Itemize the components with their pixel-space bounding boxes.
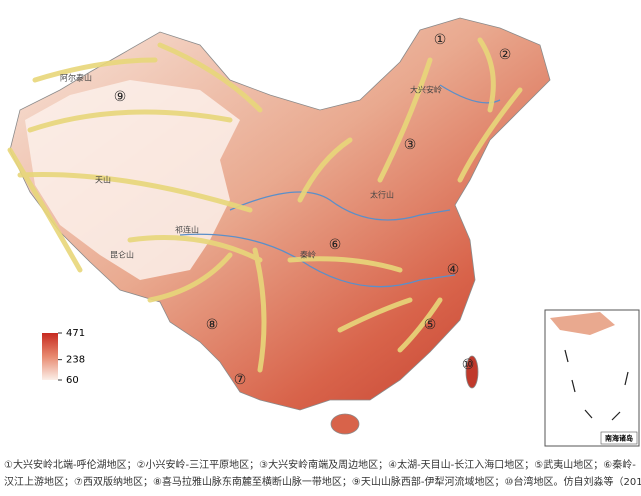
belt (17, 171, 253, 213)
legend-tick-label: 238 (66, 355, 85, 366)
belt (397, 297, 443, 353)
zone-label: ⑧ (206, 317, 219, 333)
mountain-label: 阿尔泰山 (60, 73, 92, 83)
zone-label: ⑩ (462, 357, 475, 373)
zone-label: ③ (404, 137, 417, 153)
legend: 471 238 60 (42, 328, 85, 386)
belt (127, 235, 263, 263)
belt (457, 87, 523, 183)
belt (337, 297, 413, 333)
dash-line (564, 349, 629, 421)
mountain-label: 大兴安岭 (410, 85, 442, 95)
caption: 汉江上游地区；⑦西双版纳地区；⑧喜马拉雅山脉东南麓至横断山脉一带地区；⑨天山山脉… (4, 475, 641, 488)
taiwan (465, 355, 479, 389)
legend-tick-label: 60 (66, 375, 79, 386)
belt (147, 252, 233, 303)
belt (157, 42, 263, 113)
belt (297, 137, 353, 203)
zone-label: ④ (447, 262, 460, 278)
mountain-label: 祁连山 (175, 225, 199, 235)
mountain-label: 天山 (95, 175, 111, 185)
inset-coast (550, 312, 615, 335)
belt (377, 57, 433, 183)
zone-label: ⑦ (234, 372, 247, 388)
river (439, 84, 501, 104)
belt (27, 109, 233, 133)
mountain-label: 昆仑山 (110, 250, 134, 260)
belt (477, 37, 496, 113)
caption: ①大兴安岭北端-呼伦湖地区；②小兴安岭-三江平原地区；③大兴安岭南端及周边地区；… (4, 458, 636, 471)
belt (287, 256, 403, 273)
river (229, 191, 451, 221)
belt (252, 247, 267, 373)
legend-tick-label: 471 (66, 328, 85, 339)
zone-label: ⑥ (329, 237, 342, 253)
mountain-belts (7, 37, 523, 373)
china-map (7, 17, 551, 435)
legend-bar (42, 333, 58, 380)
mountain-label: 太行山 (370, 190, 394, 200)
inset-label: 南海诸岛 (605, 434, 633, 443)
zone-label: ① (434, 32, 447, 48)
hainan (330, 413, 360, 435)
mountain-label: 秦岭 (300, 250, 316, 260)
south-china-sea-inset: 南海诸岛 (544, 309, 640, 447)
belt (32, 57, 158, 83)
belt (7, 147, 83, 273)
inset-label-box (600, 431, 638, 445)
zone-label: ⑨ (114, 89, 127, 105)
zone-label: ② (499, 47, 512, 63)
zone-label: ⑤ (424, 317, 437, 333)
